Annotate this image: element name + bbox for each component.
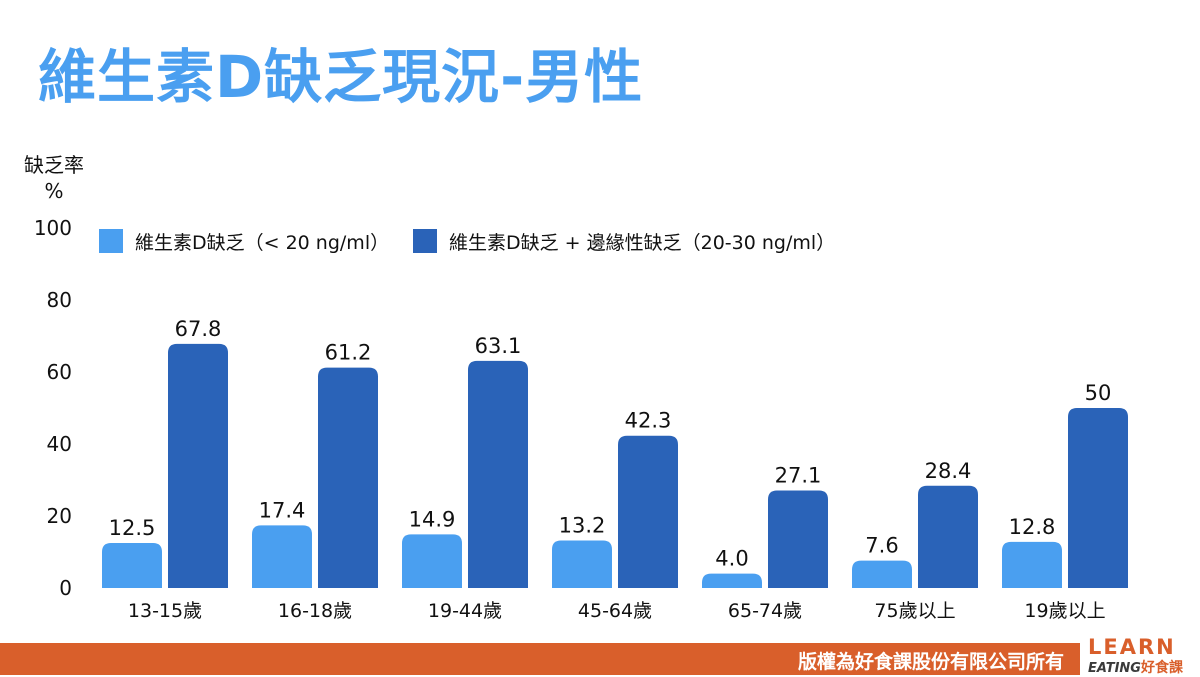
bar-series-1 [102, 543, 162, 588]
legend-label-1: 維生素D缺乏（< 20 ng/ml） [135, 232, 389, 254]
footer-bar: 版權為好食課股份有限公司所有 [0, 643, 1080, 675]
page-title: 維生素D缺乏現況-男性 [38, 43, 644, 111]
x-tick-label: 19歲以上 [1024, 600, 1105, 622]
bar-series-2 [168, 343, 228, 588]
bar-chart: 0 20 40 60 80 100 12.5 67.8 13-15歲 17.4 61.2 16-18歲… [34, 216, 1128, 622]
bar-series-2 [918, 485, 978, 588]
data-label: 12.5 [109, 516, 156, 540]
bar-series-2 [1068, 408, 1128, 588]
logo-learn-text: LEARN [1088, 635, 1176, 659]
bar-series-1 [852, 560, 912, 588]
y-tick-label: 20 [47, 504, 72, 528]
data-label: 4.0 [715, 547, 748, 571]
data-label: 17.4 [259, 498, 306, 522]
y-axis-label-line1: 缺乏率 [24, 153, 84, 177]
y-tick-label: 100 [34, 216, 72, 240]
y-axis-label-line2: % [44, 179, 64, 203]
logo-eating-text: EATING好食課 [1088, 657, 1183, 677]
data-label: 7.6 [865, 534, 898, 558]
bar-series-2 [318, 367, 378, 588]
bar-series-1 [1002, 541, 1062, 588]
y-tick-label: 60 [47, 360, 72, 384]
bar-series-1 [702, 573, 762, 588]
data-label: 13.2 [559, 513, 606, 537]
legend-swatch-2 [413, 229, 437, 253]
logo-eating-en: EATING [1088, 661, 1141, 676]
bar-series-2 [768, 490, 828, 588]
x-tick-label: 16-18歲 [278, 600, 352, 622]
bar-series-1 [252, 525, 312, 588]
x-tick-label: 75歲以上 [874, 600, 955, 622]
x-tick-label: 45-64歲 [578, 600, 652, 622]
data-label: 42.3 [625, 409, 672, 433]
y-tick-label: 40 [47, 432, 72, 456]
bar-series-1 [402, 534, 462, 588]
logo-eating-zh: 好食課 [1140, 660, 1183, 676]
x-tick-label: 19-44歲 [428, 600, 502, 622]
data-label: 63.1 [475, 334, 522, 358]
data-label: 14.9 [409, 507, 456, 531]
bar-series-2 [618, 435, 678, 588]
bar-series-1 [552, 540, 612, 588]
x-tick-label: 65-74歲 [728, 600, 802, 622]
data-label: 67.8 [175, 317, 222, 341]
bar-series-2 [468, 360, 528, 588]
data-label: 12.8 [1009, 515, 1056, 539]
copyright-text: 版權為好食課股份有限公司所有 [797, 651, 1064, 673]
legend-label-2: 維生素D缺乏 + 邊緣性缺乏（20-30 ng/ml） [449, 232, 835, 254]
data-label: 50 [1085, 381, 1112, 405]
data-label: 27.1 [775, 463, 822, 487]
brand-logo: LEARN EATING好食課 [1082, 635, 1200, 677]
y-axis-label: 缺乏率 % [22, 152, 86, 204]
data-label: 28.4 [925, 459, 972, 483]
x-tick-label: 13-15歲 [128, 600, 202, 622]
data-label: 61.2 [325, 341, 372, 365]
y-tick-label: 0 [59, 576, 72, 600]
y-tick-label: 80 [47, 288, 72, 312]
legend-swatch-1 [99, 229, 123, 253]
